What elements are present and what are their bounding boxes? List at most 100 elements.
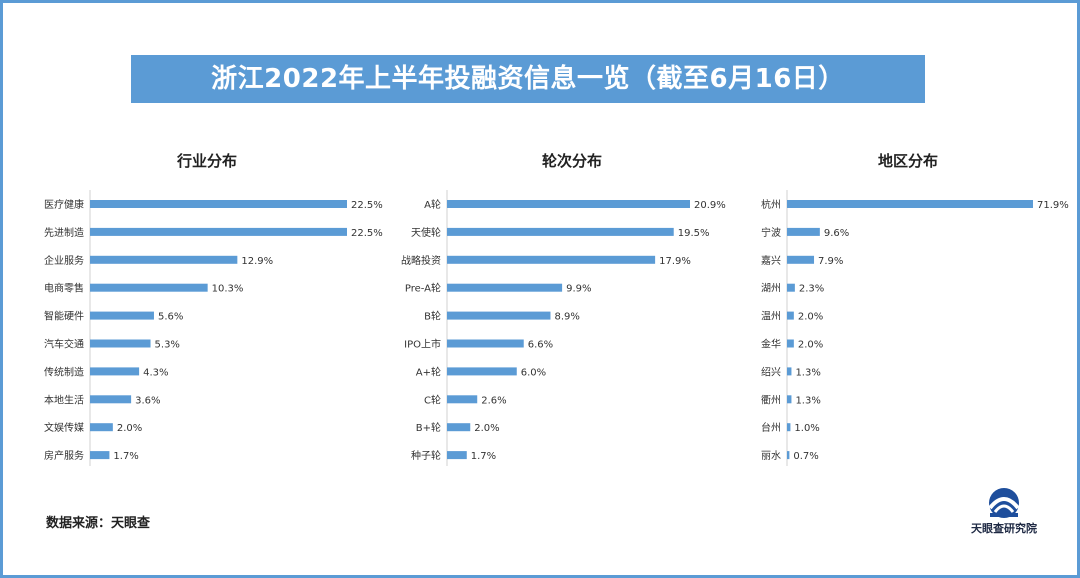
bar [447, 339, 524, 348]
category-label: 嘉兴 [761, 254, 781, 267]
category-label: 丽水 [761, 450, 781, 462]
category-label: 战略投资 [401, 254, 441, 267]
value-label: 2.6% [481, 395, 506, 406]
category-label: IPO上市 [404, 338, 441, 351]
value-label: 1.7% [471, 451, 496, 462]
bar [787, 451, 790, 460]
bar [90, 255, 238, 264]
bar [90, 227, 347, 236]
bar [90, 200, 347, 208]
value-label: 6.0% [521, 367, 546, 378]
category-label: 房产服务 [44, 449, 84, 462]
chart-title: 轮次分布 [542, 152, 602, 170]
bar [90, 311, 154, 320]
category-label: 种子轮 [411, 449, 441, 462]
bar [787, 311, 794, 320]
bar [90, 395, 132, 404]
value-label: 5.6% [158, 312, 183, 323]
value-label: 2.3% [799, 284, 824, 295]
value-label: 2.0% [798, 340, 823, 351]
value-label: 7.9% [818, 256, 843, 267]
value-label: 1.0% [794, 423, 819, 434]
bar [787, 367, 792, 376]
value-label: 2.0% [798, 312, 823, 323]
category-label: C轮 [424, 393, 441, 406]
category-label: 金华 [761, 338, 781, 351]
bar [787, 227, 820, 236]
tianyancha-logo: 天眼查研究院 [968, 486, 1040, 540]
bar [447, 367, 517, 376]
value-label: 9.9% [566, 284, 591, 295]
bar [90, 367, 140, 376]
value-label: 2.0% [474, 423, 499, 434]
value-label: 19.5% [678, 228, 710, 239]
category-label: 天使轮 [411, 226, 441, 239]
value-label: 3.6% [135, 395, 160, 406]
value-label: 9.6% [824, 228, 849, 239]
bar [787, 283, 795, 292]
category-label: 汽车交通 [44, 338, 84, 351]
bar [90, 423, 113, 432]
bar [447, 200, 690, 208]
category-label: 湖州 [761, 283, 781, 295]
bar [787, 395, 792, 404]
category-label: 宁波 [761, 226, 781, 239]
chart-title: 地区分布 [878, 152, 938, 170]
category-label: 衢州 [761, 394, 781, 406]
bar [447, 311, 551, 320]
value-label: 1.3% [795, 395, 820, 406]
category-label: 电商零售 [44, 282, 84, 295]
category-label: 传统制造 [44, 365, 84, 378]
bar [787, 200, 1033, 208]
chart-title: 行业分布 [176, 152, 237, 170]
bar [787, 423, 791, 432]
bar [447, 395, 478, 404]
bar [447, 423, 471, 432]
bar [90, 283, 208, 292]
bar [90, 451, 110, 460]
value-label: 2.0% [117, 423, 142, 434]
category-label: 文娱传媒 [44, 421, 84, 434]
category-label: 先进制造 [44, 226, 84, 239]
value-label: 71.9% [1037, 200, 1069, 211]
value-label: 8.9% [554, 312, 579, 323]
category-label: 杭州 [761, 198, 781, 211]
category-label: B轮 [424, 310, 441, 323]
value-label: 22.5% [351, 200, 383, 211]
value-label: 12.9% [241, 256, 273, 267]
value-label: 1.3% [795, 367, 820, 378]
bar [447, 451, 467, 460]
bar [787, 339, 794, 348]
category-label: 温州 [761, 311, 781, 323]
bar [90, 339, 151, 348]
value-label: 5.3% [155, 340, 180, 351]
value-label: 20.9% [694, 200, 726, 211]
bar [447, 227, 674, 236]
logo-icon [988, 488, 1020, 518]
value-label: 17.9% [659, 256, 691, 267]
bar [787, 255, 815, 264]
category-label: A+轮 [416, 365, 441, 378]
value-label: 4.3% [143, 367, 168, 378]
bar [447, 283, 563, 292]
logo-label: 天眼查研究院 [971, 522, 1037, 535]
category-label: 绍兴 [761, 365, 781, 378]
bar [447, 255, 656, 264]
category-label: 台州 [761, 421, 781, 434]
value-label: 6.6% [528, 340, 553, 351]
value-label: 1.7% [113, 451, 138, 462]
category-label: 医疗健康 [44, 198, 84, 211]
data-source: 数据来源：天眼查 [46, 516, 151, 531]
category-label: 本地生活 [44, 393, 84, 406]
page-title: 浙江2022年上半年投融资信息一览（截至6月16日） [131, 55, 925, 103]
category-label: 企业服务 [44, 254, 84, 267]
value-label: 0.7% [793, 451, 818, 462]
category-label: B+轮 [416, 421, 441, 434]
value-label: 22.5% [351, 228, 383, 239]
category-label: 智能硬件 [44, 310, 84, 323]
category-label: Pre-A轮 [405, 282, 441, 295]
category-label: A轮 [424, 198, 441, 211]
value-label: 10.3% [212, 284, 244, 295]
